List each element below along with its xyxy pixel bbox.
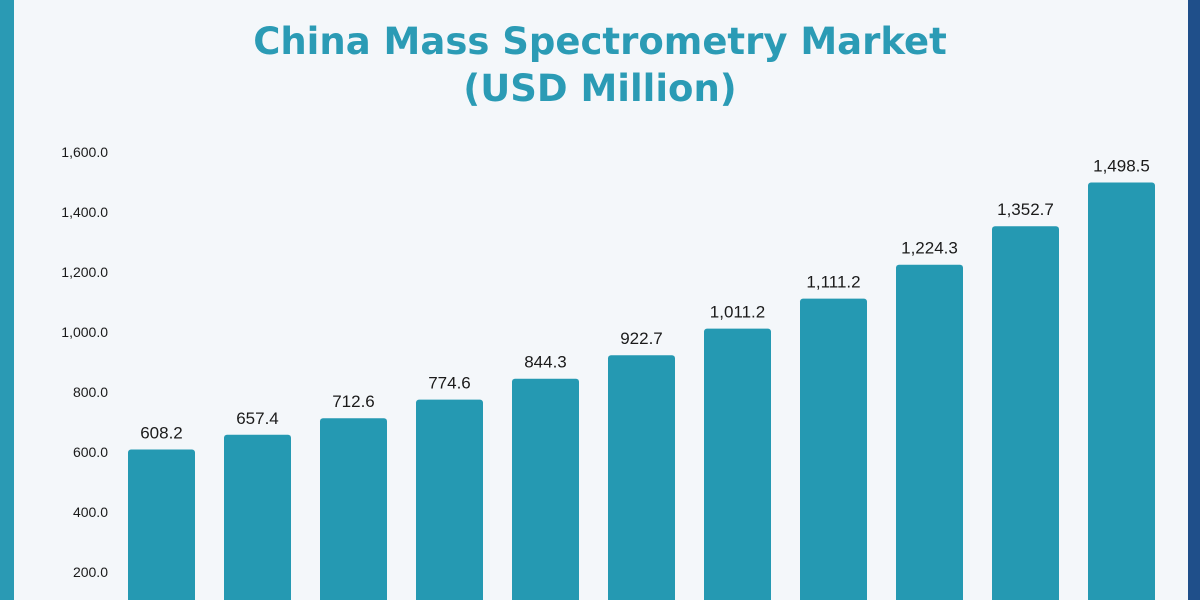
- bar: [1088, 182, 1155, 600]
- y-tick-label: 1,600.0: [61, 144, 108, 160]
- y-tick-label: 1,000.0: [61, 324, 108, 340]
- bar: [320, 418, 387, 600]
- bar: [608, 355, 675, 600]
- y-tick-label: 800.0: [73, 384, 108, 400]
- bar-value-label: 1,352.7: [997, 200, 1054, 219]
- bar-value-label: 1,224.3: [901, 239, 958, 258]
- y-tick-label: 400.0: [73, 504, 108, 520]
- bar-value-label: 1,111.2: [806, 273, 860, 292]
- bar: [992, 226, 1059, 600]
- bar-value-label: 1,011.2: [710, 303, 765, 322]
- bar-value-label: 774.6: [428, 374, 471, 393]
- bar: [224, 434, 291, 600]
- y-tick-label: 600.0: [73, 444, 108, 460]
- bar-value-label: 608.2: [140, 424, 183, 443]
- chart-subtitle: (USD Million): [463, 67, 737, 110]
- bars: [128, 182, 1155, 600]
- y-tick-label: 1,400.0: [61, 204, 108, 220]
- bar: [128, 449, 195, 600]
- data-labels: 608.2 657.4 712.6 774.6 844.3 922.7 1,011.2 1,1…: [140, 156, 1150, 442]
- bar-value-label: 1,498.5: [1093, 156, 1150, 175]
- chart-title-block: China Mass Spectrometry Market (USD Mill…: [0, 18, 1200, 112]
- bar: [800, 298, 867, 600]
- y-tick-label: 1,200.0: [61, 264, 108, 280]
- bar-value-label: 844.3: [524, 353, 567, 372]
- bar-value-label: 922.7: [620, 329, 663, 348]
- y-tick-label: 200.0: [73, 564, 108, 580]
- bar: [416, 399, 483, 600]
- left-accent-border: [0, 0, 14, 600]
- bar: [896, 264, 963, 600]
- right-accent-border: [1188, 0, 1200, 600]
- bar: [512, 378, 579, 600]
- bar-value-label: 712.6: [332, 392, 375, 411]
- bar-value-label: 657.4: [236, 409, 279, 428]
- chart-title: China Mass Spectrometry Market: [253, 20, 947, 63]
- bar: [704, 328, 771, 600]
- y-axis-ticks: 200.0 400.0 600.0 800.0 1,000.0 1,200.0 1,400.…: [61, 144, 108, 580]
